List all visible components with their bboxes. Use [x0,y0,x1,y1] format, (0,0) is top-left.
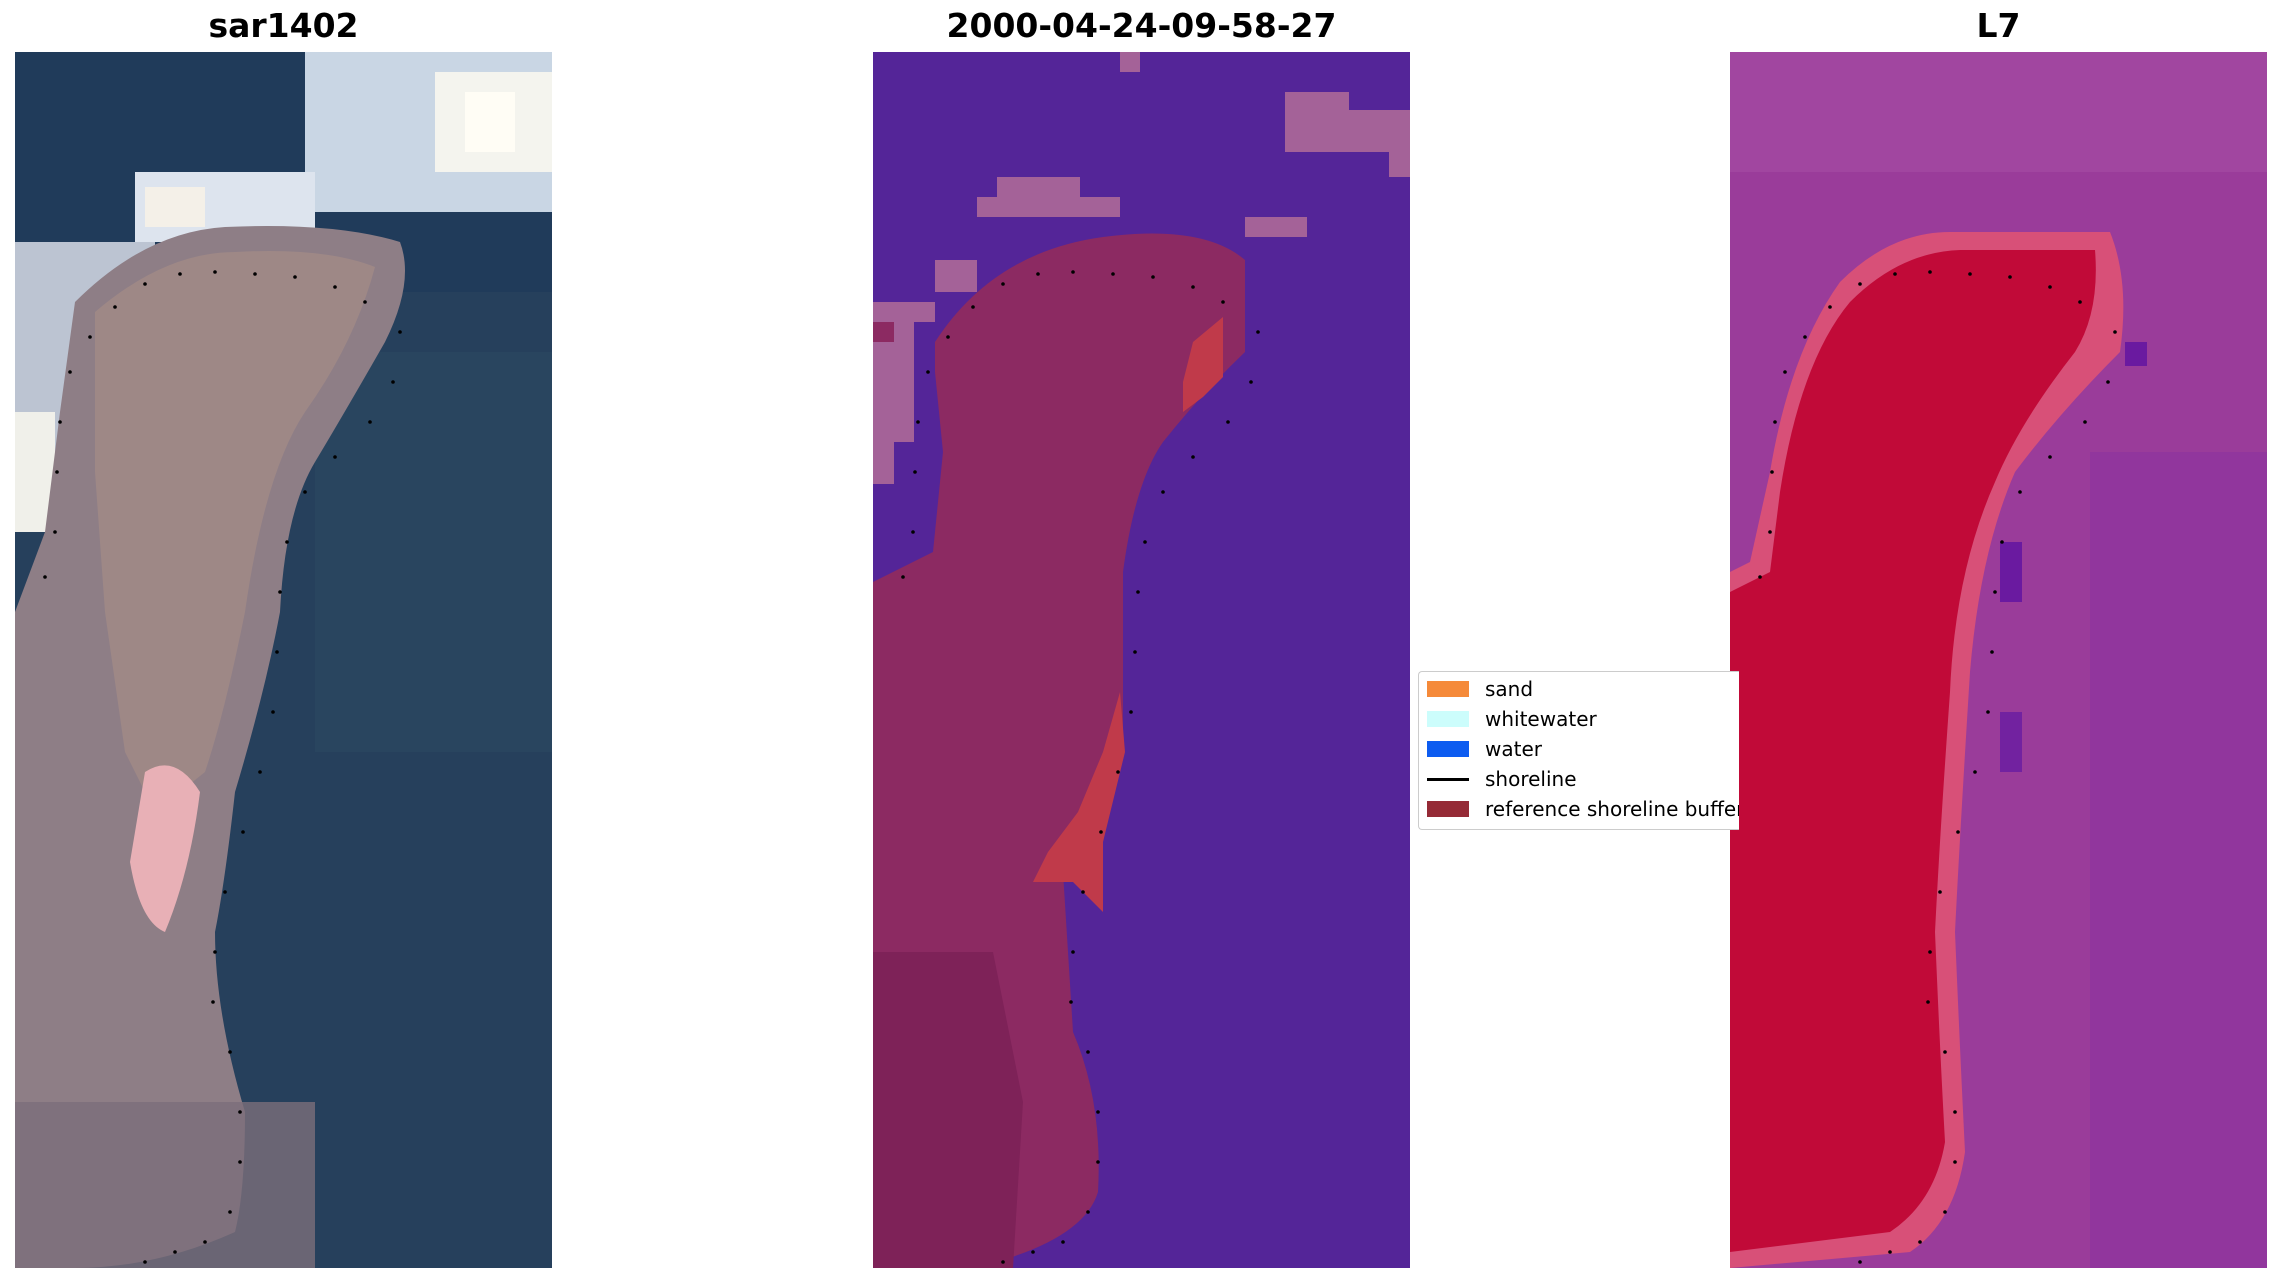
shoreline-dots [43,270,402,1264]
legend-line-shoreline [1427,777,1469,781]
legend: sand whitewater water shoreline referenc… [1418,671,1739,830]
shoreline-dots [1758,270,2117,1264]
index-image-panel [1730,52,2267,1268]
legend-swatch-sand [1427,681,1469,697]
shoreline-dots [901,270,1260,1264]
legend-label-whitewater: whitewater [1485,707,1597,731]
legend-item-reference-buffer: reference shoreline buffer [1427,796,1739,822]
panel-title-index: L7 [1976,6,2021,45]
classified-image-panel [873,52,1410,1268]
legend-item-sand: sand [1427,676,1533,702]
legend-item-whitewater: whitewater [1427,706,1597,732]
classified-image [873,52,1410,1268]
legend-swatch-whitewater [1427,711,1469,727]
panel-title-classified: 2000-04-24-09-58-27 [946,6,1337,45]
legend-label-sand: sand [1485,677,1534,701]
legend-label-water: water [1485,737,1542,761]
legend-item-shoreline: shoreline [1427,766,1577,792]
legend-swatch-reference-buffer [1427,801,1469,817]
legend-swatch-water [1427,741,1469,757]
panel-title-rgb: sar1402 [208,6,359,45]
legend-label-shoreline: shoreline [1485,767,1577,791]
rgb-satellite-image [15,52,552,1268]
rgb-image-panel [15,52,552,1268]
index-image [1730,52,2267,1268]
legend-label-reference-buffer: reference shoreline buffer [1485,797,1739,821]
legend-item-water: water [1427,736,1542,762]
